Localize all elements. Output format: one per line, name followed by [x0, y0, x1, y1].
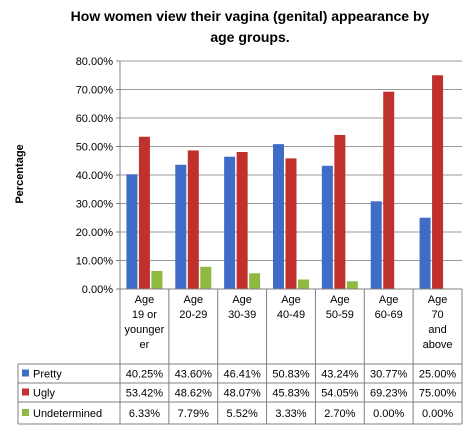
bar-pretty	[126, 174, 138, 289]
bar-pretty	[419, 217, 431, 289]
chart-title-line-1: How women view their vagina (genital) ap…	[70, 8, 430, 24]
data-label: 5.52%	[227, 408, 258, 420]
bar-pretty	[224, 156, 236, 289]
data-label: 45.83%	[272, 388, 310, 400]
bar-pretty	[175, 164, 187, 289]
category-label: 19 or	[132, 309, 157, 321]
chart-title-line-2: age groups.	[210, 29, 290, 45]
y-tick-label: 50.00%	[76, 142, 114, 154]
bar-pretty	[321, 165, 333, 289]
data-label: 54.05%	[321, 388, 359, 400]
category-label: Age	[281, 294, 301, 306]
bar-undetermined	[200, 266, 212, 289]
data-label: 48.07%	[223, 388, 261, 400]
category-label: Age	[428, 294, 448, 306]
data-label: 69.23%	[370, 388, 408, 400]
bar-undetermined	[298, 279, 309, 289]
bar-ugly	[187, 150, 199, 289]
bar-undetermined	[249, 273, 261, 289]
y-tick-label: 70.00%	[76, 85, 114, 97]
data-label: 25.00%	[419, 369, 457, 381]
category-label: Age	[330, 294, 350, 306]
category-label: younger	[125, 324, 165, 336]
bar-ugly	[383, 91, 395, 289]
data-label: 0.00%	[422, 408, 453, 420]
legend-swatch-pretty	[22, 369, 29, 377]
legend-label-pretty: Pretty	[33, 369, 62, 381]
data-label: 43.24%	[321, 369, 359, 381]
y-tick-label: 40.00%	[76, 170, 114, 182]
data-label: 43.60%	[175, 369, 213, 381]
legend-label-ugly: Ugly	[33, 388, 56, 400]
data-label: 40.25%	[126, 369, 164, 381]
legend-label-undetermined: Undetermined	[33, 408, 102, 420]
category-label: 40-49	[277, 309, 305, 321]
category-label: 20-29	[179, 309, 207, 321]
category-label: 30-39	[228, 309, 256, 321]
bar-undetermined	[151, 270, 163, 289]
y-tick-label: 0.00%	[82, 284, 113, 296]
category-label: 60-69	[375, 309, 403, 321]
bar-pretty	[370, 201, 382, 289]
y-tick-label: 20.00%	[76, 227, 114, 239]
bar-ugly	[432, 75, 444, 289]
data-label: 0.00%	[373, 408, 404, 420]
category-label: 70	[431, 309, 443, 321]
data-label: 7.79%	[178, 408, 209, 420]
data-label: 75.00%	[419, 388, 457, 400]
data-label: 30.77%	[370, 369, 408, 381]
y-tick-label: 30.00%	[76, 199, 114, 211]
data-label: 2.70%	[324, 408, 355, 420]
category-label: er	[140, 339, 150, 351]
category-label: and	[428, 324, 446, 336]
data-label: 50.83%	[272, 369, 310, 381]
category-label: Age	[135, 294, 155, 306]
category-label: Age	[379, 294, 399, 306]
data-label: 46.41%	[223, 369, 261, 381]
bar-pretty	[273, 144, 284, 289]
data-label: 48.62%	[175, 388, 213, 400]
data-label: 6.33%	[129, 408, 160, 420]
chart-title: How women view their vagina (genital) ap…	[30, 6, 469, 48]
legend-swatch-undetermined	[22, 409, 29, 416]
bar-ugly	[285, 158, 297, 289]
bar-ugly	[334, 134, 346, 289]
data-label: 3.33%	[275, 408, 306, 420]
legend-swatch-ugly	[22, 388, 29, 396]
y-tick-label: 80.00%	[76, 56, 114, 68]
bar-ugly	[138, 136, 150, 289]
category-label: above	[423, 339, 453, 351]
y-tick-label: 60.00%	[76, 113, 114, 125]
bar-undetermined	[346, 281, 358, 289]
category-label: Age	[232, 294, 252, 306]
data-label: 53.42%	[126, 388, 164, 400]
category-label: Age	[183, 294, 203, 306]
y-tick-label: 10.00%	[76, 256, 114, 268]
category-label: 50-59	[326, 309, 354, 321]
bar-ugly	[236, 152, 248, 289]
